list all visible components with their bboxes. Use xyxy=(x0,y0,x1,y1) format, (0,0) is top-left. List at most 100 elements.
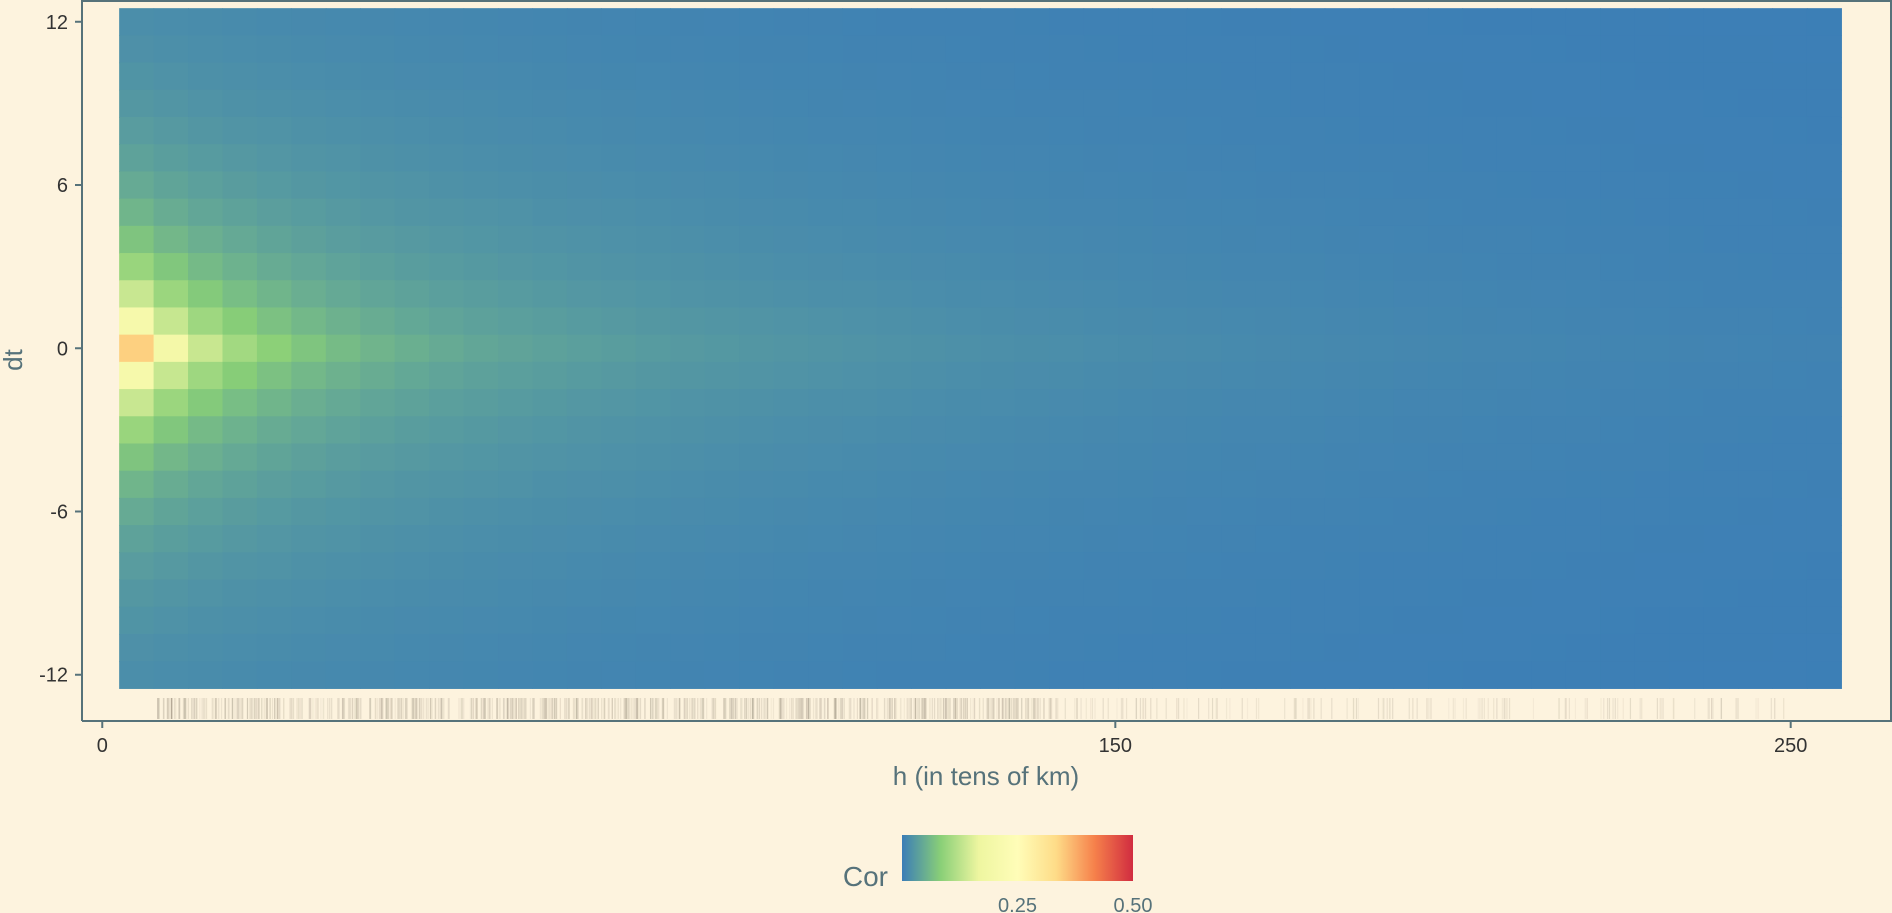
heatmap-cell xyxy=(1186,35,1222,64)
heatmap-cell xyxy=(773,525,809,553)
heatmap-cell xyxy=(739,661,775,689)
heatmap-cell xyxy=(601,225,637,254)
heatmap-cell xyxy=(153,280,189,309)
heatmap-cell xyxy=(1255,525,1291,553)
heatmap-cell xyxy=(1565,62,1601,91)
heatmap-cell xyxy=(739,470,775,499)
heatmap-cell xyxy=(1221,389,1257,417)
heatmap-cell xyxy=(532,633,568,662)
heatmap-cell xyxy=(1669,389,1705,417)
heatmap-cell xyxy=(1290,307,1326,336)
heatmap-cell xyxy=(119,361,155,390)
heatmap-cell xyxy=(808,8,844,36)
heatmap-cell xyxy=(1634,389,1670,417)
heatmap-cell xyxy=(1290,525,1326,553)
heatmap-cell xyxy=(429,606,465,635)
heatmap-cell xyxy=(670,62,706,91)
heatmap-cell xyxy=(153,225,189,254)
heatmap-cell xyxy=(739,606,775,635)
heatmap-cell xyxy=(1669,280,1705,309)
heatmap-cell xyxy=(325,389,361,417)
heatmap-cell xyxy=(842,198,878,227)
heatmap-cell xyxy=(842,633,878,662)
heatmap-cell xyxy=(394,361,430,390)
heatmap-cell xyxy=(1014,62,1050,91)
heatmap-cell xyxy=(1462,416,1498,445)
heatmap-cell xyxy=(291,579,327,608)
heatmap-cell xyxy=(188,62,224,91)
heatmap-cell xyxy=(1049,334,1085,363)
axes xyxy=(81,0,1892,722)
heatmap-cell xyxy=(429,497,465,526)
heatmap-cell xyxy=(635,525,671,553)
heatmap-cell xyxy=(1600,443,1636,472)
heatmap-cell xyxy=(1118,89,1154,118)
heatmap-cell xyxy=(1634,8,1670,36)
heatmap-cell xyxy=(1186,253,1222,281)
heatmap-cell xyxy=(1083,334,1119,363)
heatmap-cell xyxy=(1290,633,1326,662)
heatmap-cell xyxy=(980,280,1016,309)
heatmap-cell xyxy=(1186,171,1222,200)
heatmap-cell xyxy=(1221,552,1257,581)
heatmap-cell xyxy=(325,552,361,581)
heatmap-cell xyxy=(153,198,189,227)
heatmap-cell xyxy=(222,525,258,553)
heatmap-cell xyxy=(1462,89,1498,118)
heatmap-cell xyxy=(808,280,844,309)
heatmap-cell xyxy=(1083,525,1119,553)
heatmap-cell xyxy=(601,144,637,173)
heatmap-cell xyxy=(1049,470,1085,499)
heatmap-cell xyxy=(1806,606,1842,635)
heatmap-cell xyxy=(1049,116,1085,145)
heatmap-cell xyxy=(1428,171,1464,200)
heatmap-cell xyxy=(532,606,568,635)
heatmap-cell xyxy=(1462,497,1498,526)
heatmap-cell xyxy=(360,225,396,254)
heatmap-cell xyxy=(1531,470,1567,499)
heatmap-cell xyxy=(704,606,740,635)
heatmap-cell xyxy=(1634,470,1670,499)
heatmap-cell xyxy=(1255,389,1291,417)
heatmap-cell xyxy=(1359,443,1395,472)
heatmap-cell xyxy=(498,552,534,581)
heatmap-cell xyxy=(188,497,224,526)
heatmap-cell xyxy=(601,280,637,309)
heatmap-cell xyxy=(1462,633,1498,662)
heatmap-cell xyxy=(1359,116,1395,145)
heatmap-cell xyxy=(1186,633,1222,662)
heatmap-cell xyxy=(1634,144,1670,173)
heatmap-cell xyxy=(1565,253,1601,281)
heatmap-cell xyxy=(601,62,637,91)
heatmap-cell xyxy=(1496,552,1532,581)
heatmap-cell xyxy=(739,198,775,227)
heatmap-cell xyxy=(429,89,465,118)
heatmap-cell xyxy=(1152,525,1188,553)
heatmap-cell xyxy=(1703,661,1739,689)
heatmap-cell xyxy=(911,198,947,227)
heatmap-cell xyxy=(463,579,499,608)
heatmap-cell xyxy=(256,661,292,689)
heatmap-cell xyxy=(360,171,396,200)
heatmap-cell xyxy=(739,116,775,145)
heatmap-cell xyxy=(1014,497,1050,526)
heatmap-cell xyxy=(153,606,189,635)
heatmap-cell xyxy=(291,307,327,336)
heatmap-cell xyxy=(1049,633,1085,662)
heatmap-cell xyxy=(704,198,740,227)
heatmap-cell xyxy=(842,497,878,526)
heatmap-cell xyxy=(222,144,258,173)
heatmap-cell xyxy=(153,579,189,608)
heatmap-cell xyxy=(635,62,671,91)
heatmap-cell xyxy=(635,35,671,64)
heatmap-cell xyxy=(532,579,568,608)
heatmap-cell xyxy=(980,497,1016,526)
heatmap-cell xyxy=(635,280,671,309)
heatmap-cell xyxy=(670,198,706,227)
heatmap-cell xyxy=(463,497,499,526)
heatmap-cell xyxy=(1738,8,1774,36)
heatmap-cell xyxy=(876,606,912,635)
heatmap-cell xyxy=(1428,361,1464,390)
heatmap-cell xyxy=(704,525,740,553)
heatmap-cell xyxy=(1324,307,1360,336)
